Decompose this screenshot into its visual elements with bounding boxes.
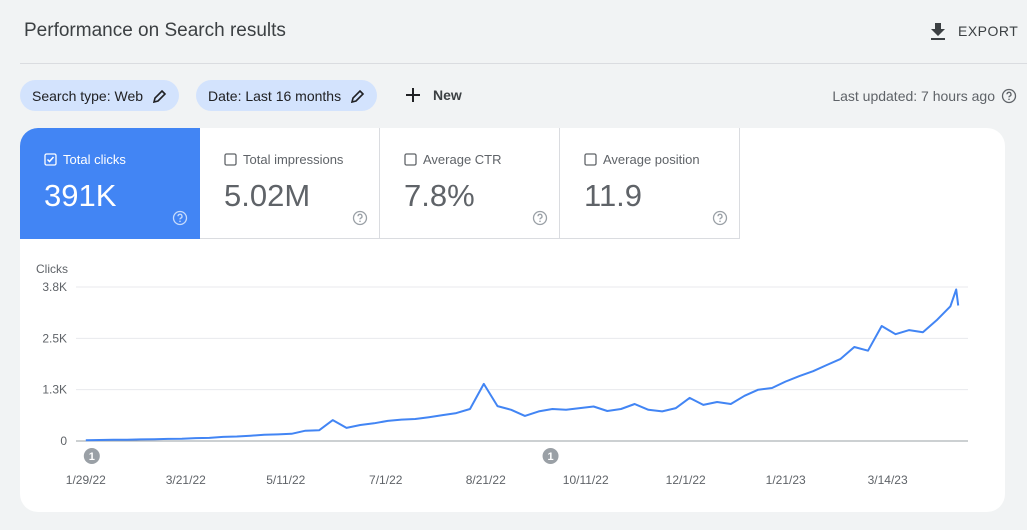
y-tick-label: 3.8K: [42, 280, 67, 294]
annotation-marker[interactable]: [83, 448, 100, 464]
chip-label: Date: Last 16 months: [208, 87, 342, 104]
export-button[interactable]: EXPORT: [930, 22, 1018, 40]
last-updated-text: Last updated: 7 hours ago: [832, 88, 995, 104]
checkbox: [224, 153, 237, 166]
plus-icon: [406, 88, 420, 102]
y-tick-label: 0: [60, 434, 67, 448]
metric-name: Average CTR: [423, 152, 502, 167]
help-icon[interactable]: [172, 210, 188, 226]
help-icon[interactable]: [712, 210, 728, 226]
checkbox: [44, 153, 57, 166]
x-tick-label: 1/21/23: [766, 473, 806, 487]
y-axis-label: Clicks: [36, 262, 68, 276]
metric-value: 391K: [44, 178, 117, 213]
chart: Clicks 0 1.3K 2.5K 3.8K 1/29/22 3/21/22 5/11/22…: [36, 262, 968, 487]
export-label: EXPORT: [958, 23, 1019, 39]
page-title: Performance on Search results: [24, 20, 286, 41]
last-updated: Last updated: 7 hours ago: [832, 88, 1017, 104]
metric-tab[interactable]: Total impressions 5.02M: [200, 128, 380, 239]
metric-tab[interactable]: Average position 11.9: [560, 128, 740, 239]
download-icon: [931, 23, 945, 40]
metric-label: Average position: [584, 152, 700, 167]
x-tick-label: 3/14/23: [868, 473, 908, 487]
metric-name: Total clicks: [63, 152, 126, 167]
help-icon[interactable]: [532, 210, 548, 226]
annotation-label: 1: [89, 451, 95, 463]
x-tick-label: 8/21/22: [466, 473, 506, 487]
x-tick-label: 3/21/22: [166, 473, 206, 487]
checkbox: [584, 153, 597, 166]
chip-label: Search type: Web: [32, 87, 144, 104]
x-tick-label: 7/1/22: [369, 473, 403, 487]
y-tick-label: 2.5K: [42, 331, 67, 345]
metric-tab[interactable]: Total clicks 391K: [20, 128, 200, 239]
filter-chip[interactable]: Search type: Web: [20, 80, 180, 111]
annotation-marker[interactable]: [542, 448, 559, 464]
x-tick-label: 5/11/22: [266, 473, 305, 487]
edit-icon: [153, 89, 167, 103]
y-tick-label: 1.3K: [42, 383, 67, 397]
metric-value: 11.9: [584, 178, 643, 213]
checkbox: [404, 153, 417, 166]
metric-value: 7.8%: [404, 178, 475, 213]
clicks-line: [85, 288, 960, 442]
x-tick-label: 1/29/22: [66, 473, 106, 487]
annotation-label: 1: [547, 451, 553, 463]
edit-icon: [351, 89, 365, 103]
metric-value: 5.02M: [224, 178, 311, 213]
metric-label: Average CTR: [404, 152, 502, 167]
new-filter-button[interactable]: New: [405, 87, 462, 103]
x-tick-label: 10/11/22: [563, 473, 609, 487]
performance-card: Total clicks 391K Total impressions 5.02M Av…: [20, 128, 1005, 512]
x-tick-label: 12/1/22: [666, 473, 706, 487]
filter-chip[interactable]: Date: Last 16 months: [196, 80, 378, 111]
metric-label: Total clicks: [44, 152, 126, 167]
help-icon[interactable]: [352, 210, 368, 226]
metric-name: Total impressions: [243, 152, 344, 167]
metric-tab[interactable]: Average CTR 7.8%: [380, 128, 560, 239]
metric-label: Total impressions: [224, 152, 343, 167]
metric-name: Average position: [603, 152, 700, 167]
help-icon[interactable]: [1001, 88, 1017, 104]
divider: [20, 63, 1027, 64]
new-label: New: [433, 87, 462, 103]
